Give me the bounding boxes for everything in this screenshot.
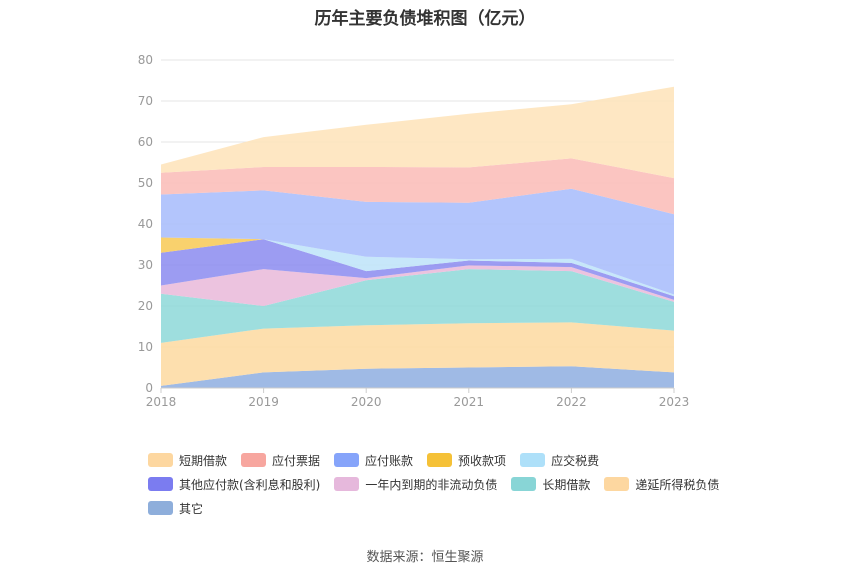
area-series-0	[161, 366, 674, 388]
y-tick-label: 40	[138, 217, 153, 231]
legend-label: 应交税费	[551, 453, 600, 468]
legend-label: 其它	[179, 501, 204, 516]
stacked-area-chart: 0 10 20 30 40 50 60 70 80 2018 2019 2020 2021 2022 202…	[138, 53, 690, 409]
y-tick-label: 70	[138, 94, 153, 108]
legend-swatch	[241, 453, 267, 467]
area-series-7	[161, 188, 674, 295]
area-series-9	[161, 86, 674, 179]
area-series-4	[161, 239, 674, 300]
legend-item[interactable]: 长期借款	[511, 476, 590, 493]
y-tick-label: 20	[138, 299, 153, 313]
chart-legend: 短期借款 应付票据 应付账款 预收款项 应交税费其他应付款(含利息和股利) 一年内到期的非…	[148, 448, 748, 520]
x-tick-label: 2020	[351, 395, 382, 409]
legend-item[interactable]: 一年内到期的非流动负债	[334, 476, 497, 493]
x-tick-label: 2019	[248, 395, 279, 409]
legend-item[interactable]: 预收款项	[427, 452, 506, 469]
x-tick-label: 2018	[146, 395, 177, 409]
legend-swatch	[148, 501, 173, 515]
legend-item[interactable]: 应付票据	[241, 452, 320, 469]
x-tick-label: 2023	[659, 395, 690, 409]
legend-label: 应付票据	[272, 453, 321, 468]
legend-item[interactable]: 应交税费	[520, 452, 599, 469]
legend-label: 一年内到期的非流动负债	[365, 477, 498, 492]
legend-swatch	[511, 477, 537, 491]
y-tick-label: 30	[138, 258, 153, 272]
legend-row: 短期借款 应付票据 应付账款 预收款项 应交税费	[148, 448, 748, 472]
y-tick-label: 0	[145, 381, 153, 395]
legend-row: 其他应付款(含利息和股利) 一年内到期的非流动负债 长期借款 递延所得税负债	[148, 472, 748, 496]
y-tick-label: 10	[138, 340, 153, 354]
legend-label: 预收款项	[458, 453, 507, 468]
legend-label: 长期借款	[542, 477, 591, 492]
legend-item[interactable]: 递延所得税负债	[604, 476, 719, 493]
area-series-6	[161, 237, 674, 295]
area-series-3	[161, 265, 674, 306]
legend-item[interactable]: 应付账款	[334, 452, 413, 469]
legend-swatch	[148, 453, 173, 467]
legend-label: 其他应付款(含利息和股利)	[179, 477, 321, 492]
legend-item[interactable]: 其他应付款(含利息和股利)	[148, 476, 320, 493]
legend-swatch	[334, 453, 360, 467]
area-series-1	[161, 322, 674, 386]
legend-swatch	[604, 477, 630, 491]
data-source: 数据来源：恒生聚源	[366, 550, 484, 565]
legend-swatch	[148, 477, 173, 491]
legend-item[interactable]: 短期借款	[148, 452, 227, 469]
legend-swatch	[427, 453, 453, 467]
y-tick-label: 60	[138, 135, 153, 149]
legend-label: 应付账款	[365, 453, 414, 468]
legend-row: 其它	[148, 496, 748, 520]
legend-label: 短期借款	[179, 453, 228, 468]
x-tick-label: 2022	[556, 395, 587, 409]
legend-swatch	[334, 477, 360, 491]
chart-title: 历年主要负债堆积图（亿元）	[314, 9, 536, 29]
legend-label: 递延所得税负债	[635, 477, 720, 492]
legend-item[interactable]: 其它	[148, 500, 203, 517]
legend-swatch	[520, 453, 546, 467]
area-series-2	[161, 269, 674, 343]
y-tick-label: 50	[138, 176, 153, 190]
y-tick-label: 80	[138, 53, 153, 67]
area-series-8	[161, 158, 674, 215]
x-tick-label: 2021	[454, 395, 485, 409]
